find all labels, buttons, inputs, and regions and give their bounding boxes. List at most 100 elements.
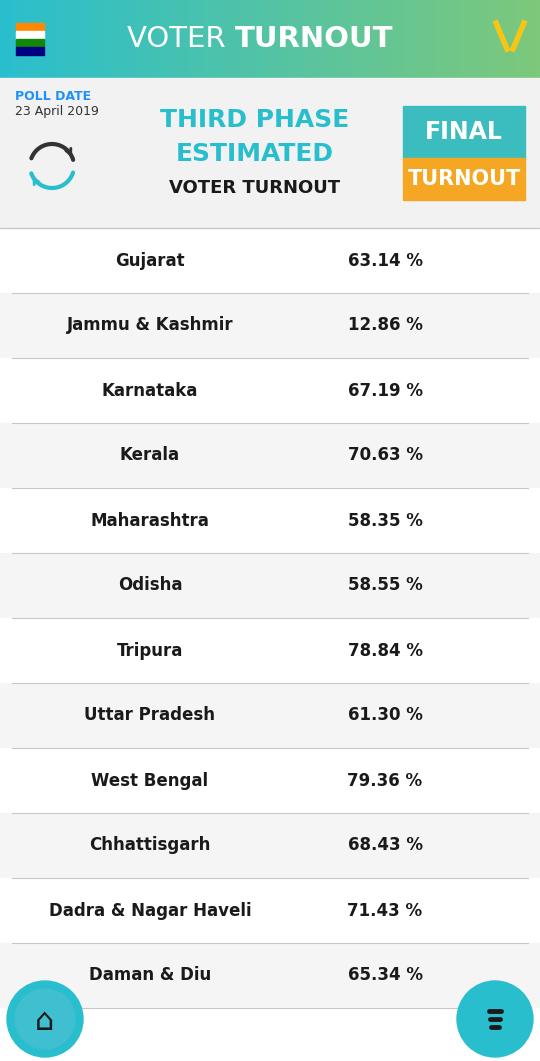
Bar	[12, 0, 15, 79]
Bar	[533, 0, 535, 79]
Bar	[464, 0, 466, 79]
Bar	[297, 0, 299, 79]
Bar	[167, 0, 169, 79]
Bar	[362, 0, 363, 79]
Bar	[112, 0, 113, 79]
Bar	[216, 0, 218, 79]
Bar	[511, 0, 513, 79]
Bar	[295, 0, 297, 79]
Bar	[282, 0, 285, 79]
Bar	[196, 0, 198, 79]
Bar	[279, 0, 281, 79]
Bar	[450, 0, 452, 79]
Bar	[106, 0, 108, 79]
Bar	[225, 0, 227, 79]
Bar	[286, 0, 288, 79]
Bar	[131, 0, 133, 79]
Bar	[169, 0, 171, 79]
Bar	[390, 0, 393, 79]
Text: 67.19 %: 67.19 %	[348, 382, 422, 400]
Bar	[358, 0, 360, 79]
Bar	[115, 0, 117, 79]
Bar	[232, 0, 234, 79]
Bar	[439, 0, 441, 79]
Bar	[90, 0, 92, 79]
Bar	[538, 0, 540, 79]
Bar	[396, 0, 398, 79]
Bar	[0, 943, 540, 1008]
Bar	[139, 0, 140, 79]
Bar	[322, 0, 324, 79]
Bar	[315, 0, 317, 79]
Bar	[457, 0, 459, 79]
Text: Daman & Diu: Daman & Diu	[89, 967, 211, 985]
Bar	[393, 0, 394, 79]
Bar	[123, 0, 124, 79]
Bar	[236, 0, 238, 79]
Bar	[16, 23, 44, 31]
Bar	[410, 0, 412, 79]
Bar	[484, 0, 486, 79]
Bar	[58, 0, 59, 79]
Bar	[119, 0, 120, 79]
Bar	[0, 618, 540, 683]
Bar	[120, 0, 123, 79]
Bar	[306, 0, 308, 79]
Bar	[528, 0, 529, 79]
Bar	[400, 0, 401, 79]
Bar	[189, 0, 191, 79]
Bar	[430, 0, 432, 79]
Bar	[211, 0, 212, 79]
Bar	[113, 0, 115, 79]
Bar	[201, 0, 204, 79]
Bar	[481, 0, 482, 79]
Bar	[0, 1008, 540, 1061]
Bar	[436, 0, 437, 79]
Bar	[313, 0, 315, 79]
Bar	[36, 0, 38, 79]
Bar	[231, 0, 232, 79]
Bar	[212, 0, 214, 79]
Bar	[346, 0, 347, 79]
Bar	[47, 0, 49, 79]
Bar	[164, 0, 166, 79]
Bar	[513, 0, 515, 79]
Bar	[23, 0, 25, 79]
Bar	[432, 0, 434, 79]
Bar	[434, 0, 436, 79]
Bar	[7, 0, 9, 79]
Bar	[403, 158, 525, 201]
Text: Karnataka: Karnataka	[102, 382, 198, 400]
Bar	[155, 0, 157, 79]
Bar	[518, 0, 520, 79]
Bar	[461, 0, 463, 79]
Text: Maharashtra: Maharashtra	[91, 511, 210, 529]
Bar	[200, 0, 201, 79]
Bar	[184, 0, 185, 79]
Bar	[324, 0, 326, 79]
Bar	[308, 0, 309, 79]
Bar	[529, 0, 531, 79]
Bar	[376, 0, 378, 79]
Text: 63.14 %: 63.14 %	[348, 251, 422, 269]
Text: 70.63 %: 70.63 %	[348, 447, 422, 465]
Bar	[405, 0, 407, 79]
Bar	[0, 79, 540, 228]
Bar	[59, 0, 61, 79]
Bar	[104, 0, 106, 79]
Text: Tripura: Tripura	[117, 642, 183, 660]
Bar	[0, 0, 2, 79]
Bar	[234, 0, 236, 79]
Bar	[247, 0, 248, 79]
Text: Dadra & Nagar Haveli: Dadra & Nagar Haveli	[49, 902, 251, 920]
Bar	[130, 0, 131, 79]
Bar	[258, 0, 259, 79]
Bar	[56, 0, 58, 79]
Text: 68.43 %: 68.43 %	[348, 836, 422, 854]
Bar	[403, 0, 405, 79]
Bar	[248, 0, 250, 79]
Bar	[4, 0, 5, 79]
Bar	[255, 0, 258, 79]
Circle shape	[457, 981, 533, 1057]
Bar	[331, 0, 333, 79]
